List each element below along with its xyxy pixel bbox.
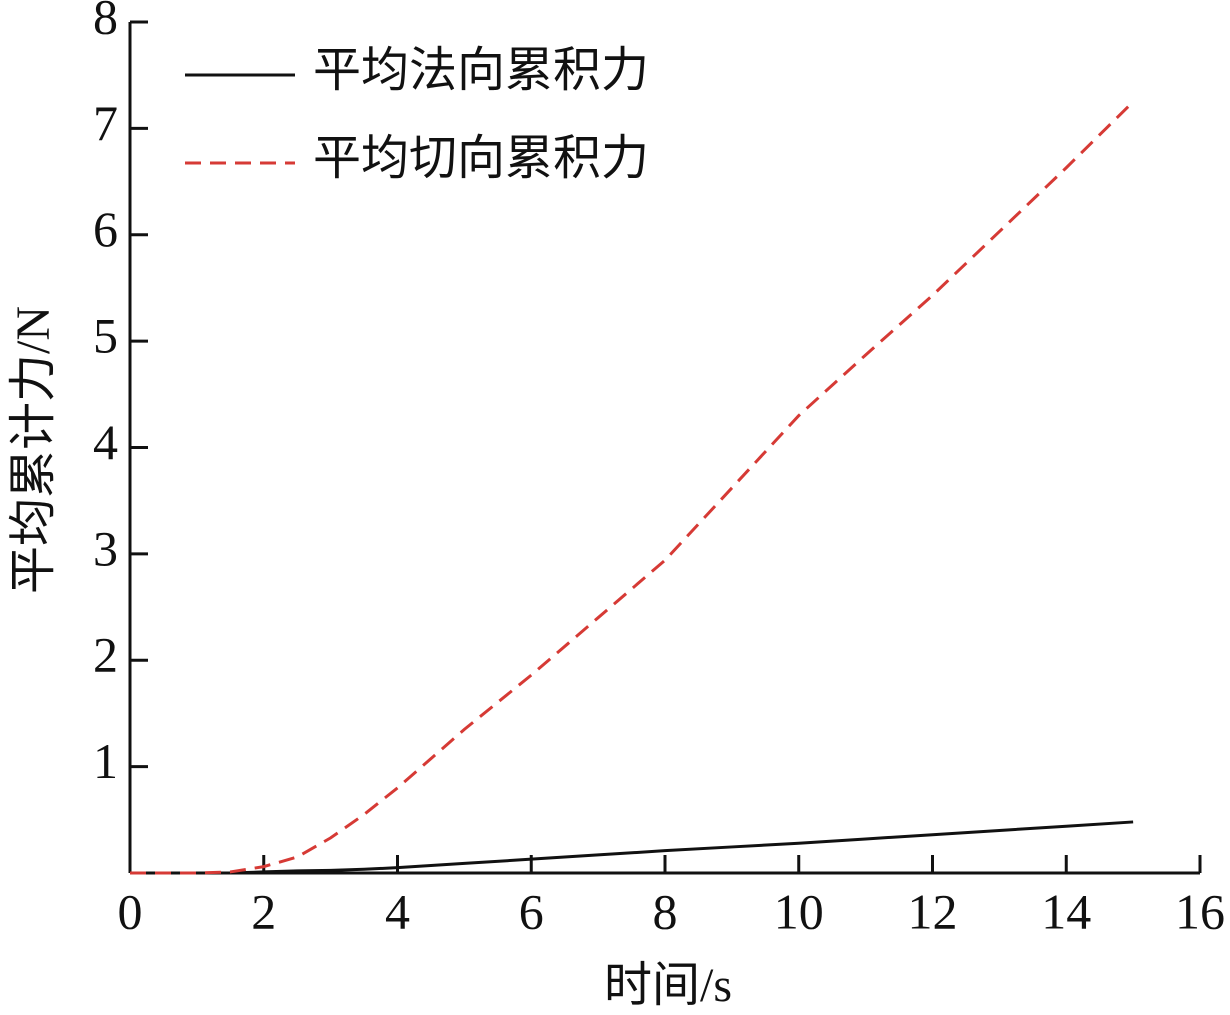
y-tick-label: 6 [93,201,118,257]
x-tick-label: 16 [1175,883,1225,939]
x-tick-label: 10 [774,883,824,939]
x-tick-label: 4 [385,883,410,939]
x-axis-label: 时间/s [604,959,732,1012]
legend-label: 平均法向累积力 [313,44,649,97]
x-tick-label: 14 [1041,883,1091,939]
y-tick-label: 1 [93,733,118,789]
x-tick-label: 6 [519,883,544,939]
y-tick-label: 5 [93,308,118,364]
series-line [130,820,1134,875]
series-line [130,100,1135,875]
y-tick-label: 4 [93,414,118,470]
x-tick-label: 0 [118,883,143,939]
y-tick-label: 7 [93,95,118,151]
x-tick-label: 8 [653,883,678,939]
y-tick-label: 2 [93,627,118,683]
x-tick-label: 2 [251,883,276,939]
y-tick-label: 8 [93,0,118,44]
x-tick-label: 12 [908,883,958,939]
y-axis-label: 平均累计力/N [7,306,60,594]
y-tick-label: 3 [93,520,118,576]
legend-label: 平均切向累积力 [313,132,649,185]
